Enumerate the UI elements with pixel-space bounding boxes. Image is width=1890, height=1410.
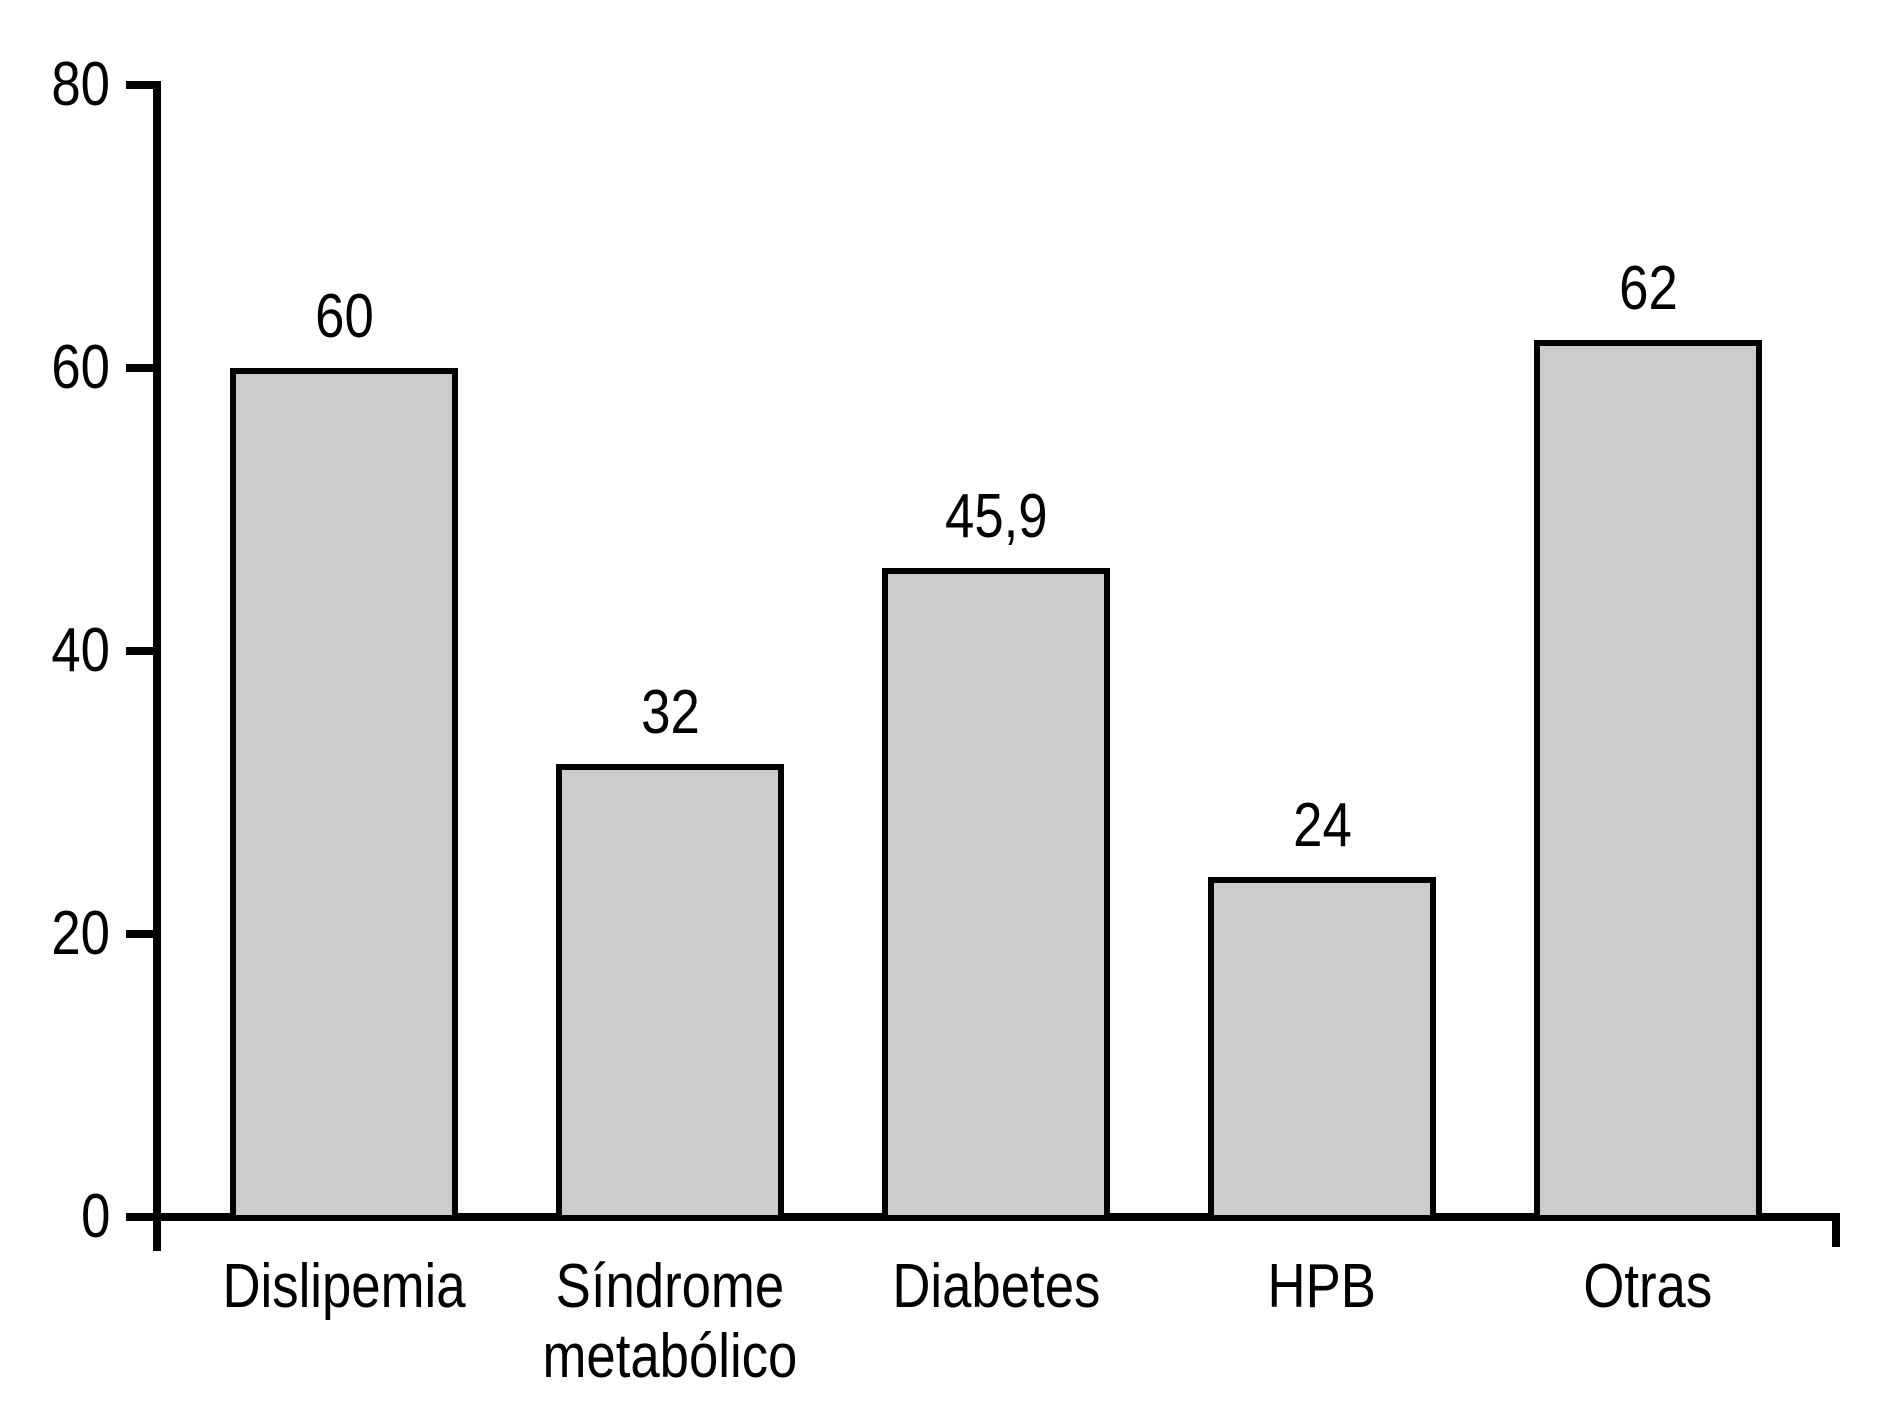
y-axis-line [153, 81, 161, 1251]
bar [1534, 340, 1762, 1221]
y-tick-label-text: 80 [51, 50, 110, 119]
y-tick-label: 60 [41, 337, 110, 399]
category-label: Otras [1448, 1252, 1848, 1322]
category-label-text: Dislipemia [222, 1252, 466, 1321]
bar-value-label: 62 [1448, 258, 1848, 320]
category-label-text: HPB [1267, 1252, 1377, 1321]
bar [882, 568, 1110, 1221]
category-label-text: Síndrome metabólico [542, 1252, 798, 1391]
bar-value-label-text: 24 [1292, 791, 1352, 860]
y-tick-label: 0 [76, 1186, 110, 1248]
y-tick [126, 364, 153, 372]
category-label: Diabetes [796, 1252, 1196, 1322]
category-label: HPB [1122, 1252, 1522, 1322]
y-tick-label-text: 20 [51, 899, 110, 968]
y-tick-label: 40 [41, 620, 110, 682]
y-tick [126, 647, 153, 655]
y-tick [126, 930, 153, 938]
category-label: Síndrome metabólico [470, 1252, 870, 1392]
bar-value-label-text: 62 [1618, 254, 1678, 323]
bar-value-label-text: 45,9 [944, 482, 1048, 551]
bar [1208, 877, 1436, 1221]
bar-value-label-text: 60 [314, 282, 374, 351]
y-tick-label-text: 40 [51, 616, 110, 685]
category-label-text: Otras [1583, 1252, 1713, 1321]
x-axis-end-tick [1832, 1213, 1840, 1247]
bar-value-label: 60 [144, 286, 544, 348]
bar [230, 368, 458, 1221]
bar-value-label-text: 32 [640, 678, 700, 747]
bar-value-label: 45,9 [796, 486, 1196, 548]
bar-value-label: 24 [1122, 795, 1522, 857]
y-tick-label: 20 [41, 903, 110, 965]
y-tick [126, 81, 153, 89]
y-tick-label: 80 [41, 54, 110, 116]
y-tick-label-text: 60 [51, 333, 110, 402]
category-label-text: Diabetes [891, 1252, 1100, 1321]
y-tick-label-text: 0 [80, 1182, 110, 1251]
category-label: Dislipemia [144, 1252, 544, 1322]
bar [556, 764, 784, 1221]
bar-value-label: 32 [470, 682, 870, 744]
